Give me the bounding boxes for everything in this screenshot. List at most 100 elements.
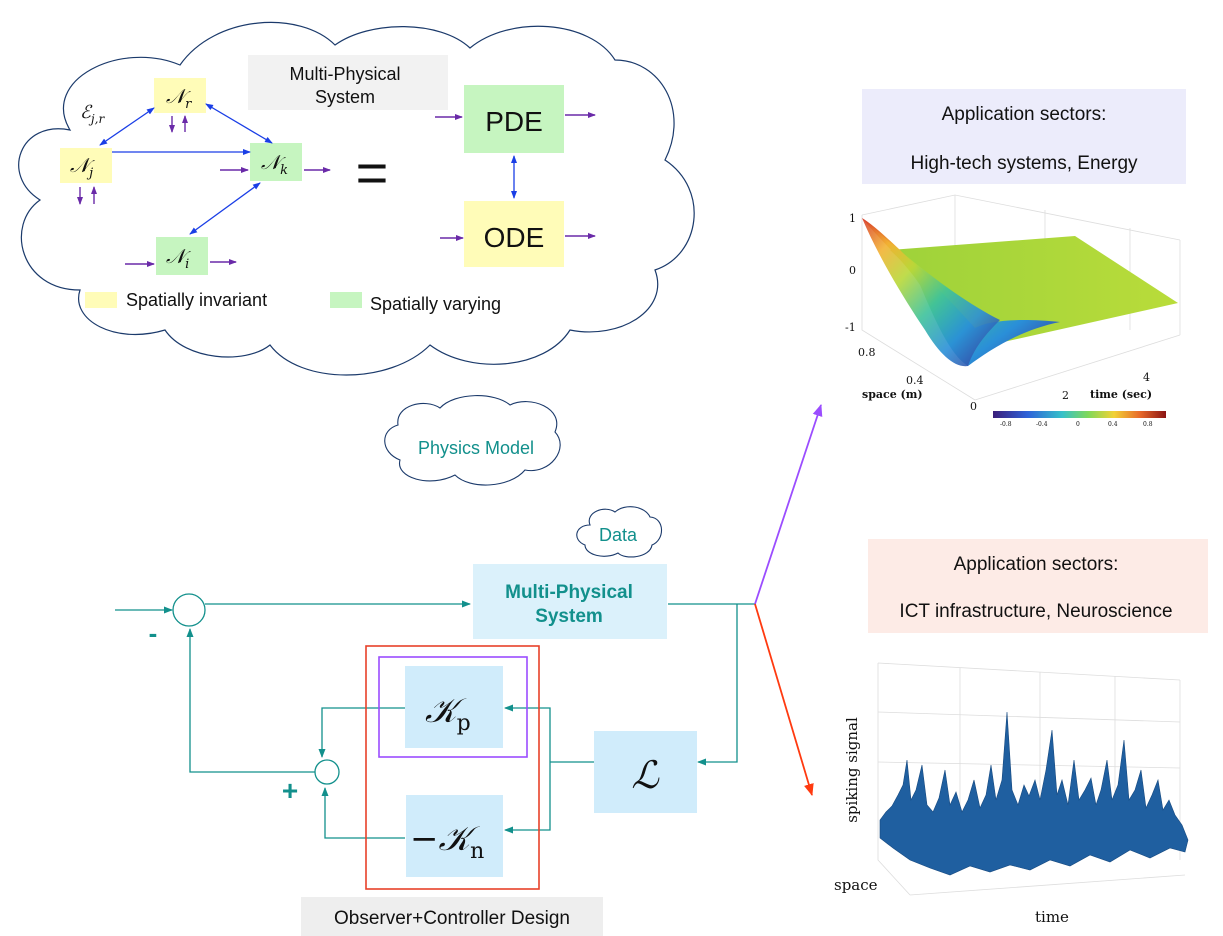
surface-colorbar (993, 411, 1166, 418)
l-to-kn-line (504, 762, 551, 834)
sector-top-line1: Application sectors: (942, 104, 1107, 125)
node-k-subscript: k (280, 163, 288, 178)
colorbar-tick-2: -0.4 (1036, 421, 1048, 428)
design-label: Observer+Controller Design (334, 908, 570, 929)
spike-back-wall-left (877, 663, 911, 896)
node-r-subscript: r (185, 97, 192, 112)
colorbar-tick-4: 0.4 (1108, 421, 1118, 428)
surface-space-tick-04: 0.4 (906, 374, 924, 387)
sector-bottom-line2: ICT infrastructure, Neuroscience (899, 601, 1172, 622)
node-j-subscript: j (86, 166, 93, 181)
sector-top-box (862, 89, 1186, 184)
spike-back-wall-top (877, 662, 1181, 681)
purple-branch-arrow (754, 404, 823, 605)
surface-plot: 1 0 -1 0.8 0.4 0 2 4 space (m) time (sec… (845, 194, 1181, 428)
feedback-line (186, 628, 315, 773)
physics-model-cloud (384, 395, 561, 486)
legend-varying-label: Spatially varying (370, 294, 501, 314)
ode-label: ODE (484, 222, 545, 253)
surface-back-wall-top (861, 194, 1181, 241)
node-i-box (156, 237, 208, 275)
l-label: ℒ (631, 753, 660, 797)
spike-floor-line (909, 874, 1186, 896)
io-arrows (77, 112, 596, 267)
node-k: 𝒩k (250, 143, 302, 181)
node-j-box (60, 148, 112, 183)
edge-j-r (99, 107, 155, 146)
system-box (473, 564, 667, 639)
surface-z-tick-1: 1 (849, 212, 856, 225)
node-i: 𝒩i (156, 237, 208, 275)
physics-model-label: Physics Model (418, 438, 534, 458)
red-branch-arrow (754, 603, 814, 796)
kp-subscript: p (457, 711, 471, 736)
plus-sign: + (282, 775, 298, 806)
surface-back-wall-left (861, 215, 976, 401)
surface-space-tick-08: 0.8 (858, 346, 876, 359)
node-i-subscript: i (185, 257, 189, 272)
kp-output-line (318, 707, 405, 758)
surface-time-label: time (sec) (1090, 388, 1152, 401)
observer-controller-frame (365, 645, 540, 890)
spike-space-label: space (834, 876, 878, 894)
spike-time-label: time (1035, 908, 1069, 926)
kp-frame (378, 656, 528, 758)
edge-label-symbol: ℰ (80, 102, 93, 123)
pde-label: PDE (485, 106, 543, 137)
surface-floor-line (974, 334, 1181, 401)
surface-dip-front (862, 218, 1000, 367)
surface-space-label: space (m) (862, 388, 923, 401)
spike-plot: spiking signal space time (834, 662, 1189, 926)
multiphysical-title-line1: Multi-Physical (289, 64, 400, 84)
system-label-line2: System (535, 606, 603, 627)
legend-invariant-swatch (85, 292, 117, 308)
kn-box (406, 795, 503, 877)
equals-sign: = (356, 141, 389, 204)
spike-grid-line-1 (877, 711, 1181, 723)
colorbar-tick-3: 0 (1076, 421, 1080, 428)
legend-invariant-label: Spatially invariant (126, 290, 267, 310)
colorbar-tick-5: 0.8 (1143, 421, 1153, 428)
kp-box (405, 666, 503, 748)
surface-z-tick-0: 0 (849, 264, 856, 277)
kn-subscript: n (470, 839, 484, 864)
sector-bottom-box (868, 539, 1208, 633)
data-cloud (576, 506, 663, 558)
sum-junction-1 (172, 593, 206, 627)
node-k-box (250, 143, 302, 181)
kn-symbol: −𝒦 (410, 819, 480, 859)
node-j: 𝒩j (60, 148, 112, 183)
output-to-l-line (697, 604, 738, 766)
edge-label-subscript: j,r (88, 112, 106, 126)
sector-bottom-line1: Application sectors: (954, 554, 1119, 575)
system-label-line1: Multi-Physical (505, 582, 633, 603)
l-box (594, 731, 697, 813)
pde-box (464, 85, 564, 153)
data-cloud-label: Data (599, 525, 638, 545)
edge-i-k (189, 182, 261, 235)
surface-space-tick-0: 0 (970, 400, 977, 413)
kn-label: −𝒦n (410, 819, 484, 864)
kp-label: 𝒦p (425, 691, 471, 736)
kn-output-line (321, 787, 405, 839)
colorbar-tick-1: -0.8 (1000, 421, 1012, 428)
node-r-box (154, 78, 206, 113)
minus-sign: - (149, 618, 158, 648)
l-to-kp-line (504, 704, 551, 762)
legend-varying-swatch (330, 292, 362, 308)
surface-time-tick-2: 2 (1062, 389, 1069, 402)
multiphysical-title-line2: System (315, 87, 375, 107)
sector-top-line2: High-tech systems, Energy (910, 153, 1138, 174)
design-label-box (301, 897, 603, 936)
sum-junction-2 (314, 759, 340, 785)
surface-z-tick-neg1: -1 (845, 321, 856, 334)
node-r: 𝒩r (154, 78, 206, 113)
spike-surface (879, 711, 1189, 876)
spike-grid-line-2 (877, 761, 1181, 769)
ode-box (464, 201, 564, 267)
network-edges (99, 103, 517, 235)
block-diagram (115, 593, 755, 839)
surface-time-tick-4: 4 (1143, 371, 1150, 384)
edge-r-k (205, 103, 273, 144)
